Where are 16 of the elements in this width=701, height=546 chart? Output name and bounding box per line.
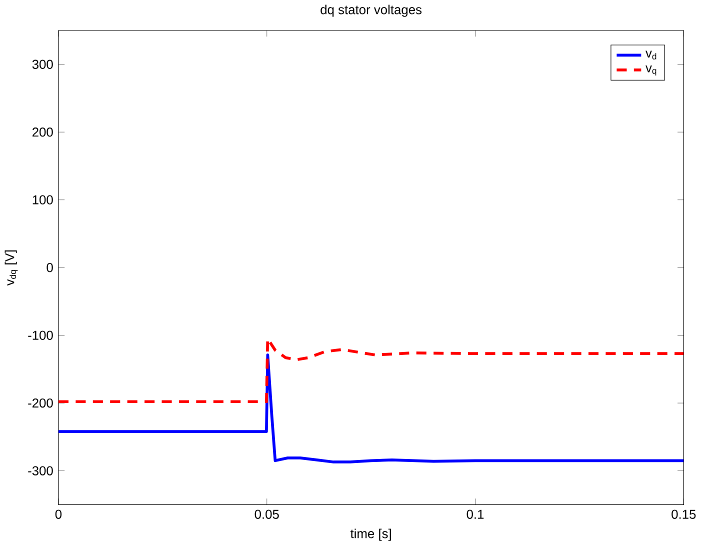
x-tick-label: 0.1 [466,510,484,520]
y-axis-title: v$_{dq}$ [V] [4,250,18,286]
y-tick-label: 0 [46,263,53,272]
y-tick-label: -300 [28,466,53,476]
y-tick-label: 200 [32,128,53,137]
x-tick-label: 0 [55,510,62,520]
legend-label: v$_{q}$ [646,66,656,76]
y-tick-label: 100 [32,195,53,205]
legend-label: v$_{d}$ [646,50,656,60]
x-tick-label: 0.05 [254,510,279,520]
x-axis-title: time [s] [350,528,391,541]
x-tick-label: 0.15 [672,510,696,520]
y-tick-label: -200 [28,398,53,408]
y-tick-label: 300 [32,60,53,70]
chart-title: dq stator voltages [320,5,422,18]
y-tick-label: -100 [28,330,53,340]
